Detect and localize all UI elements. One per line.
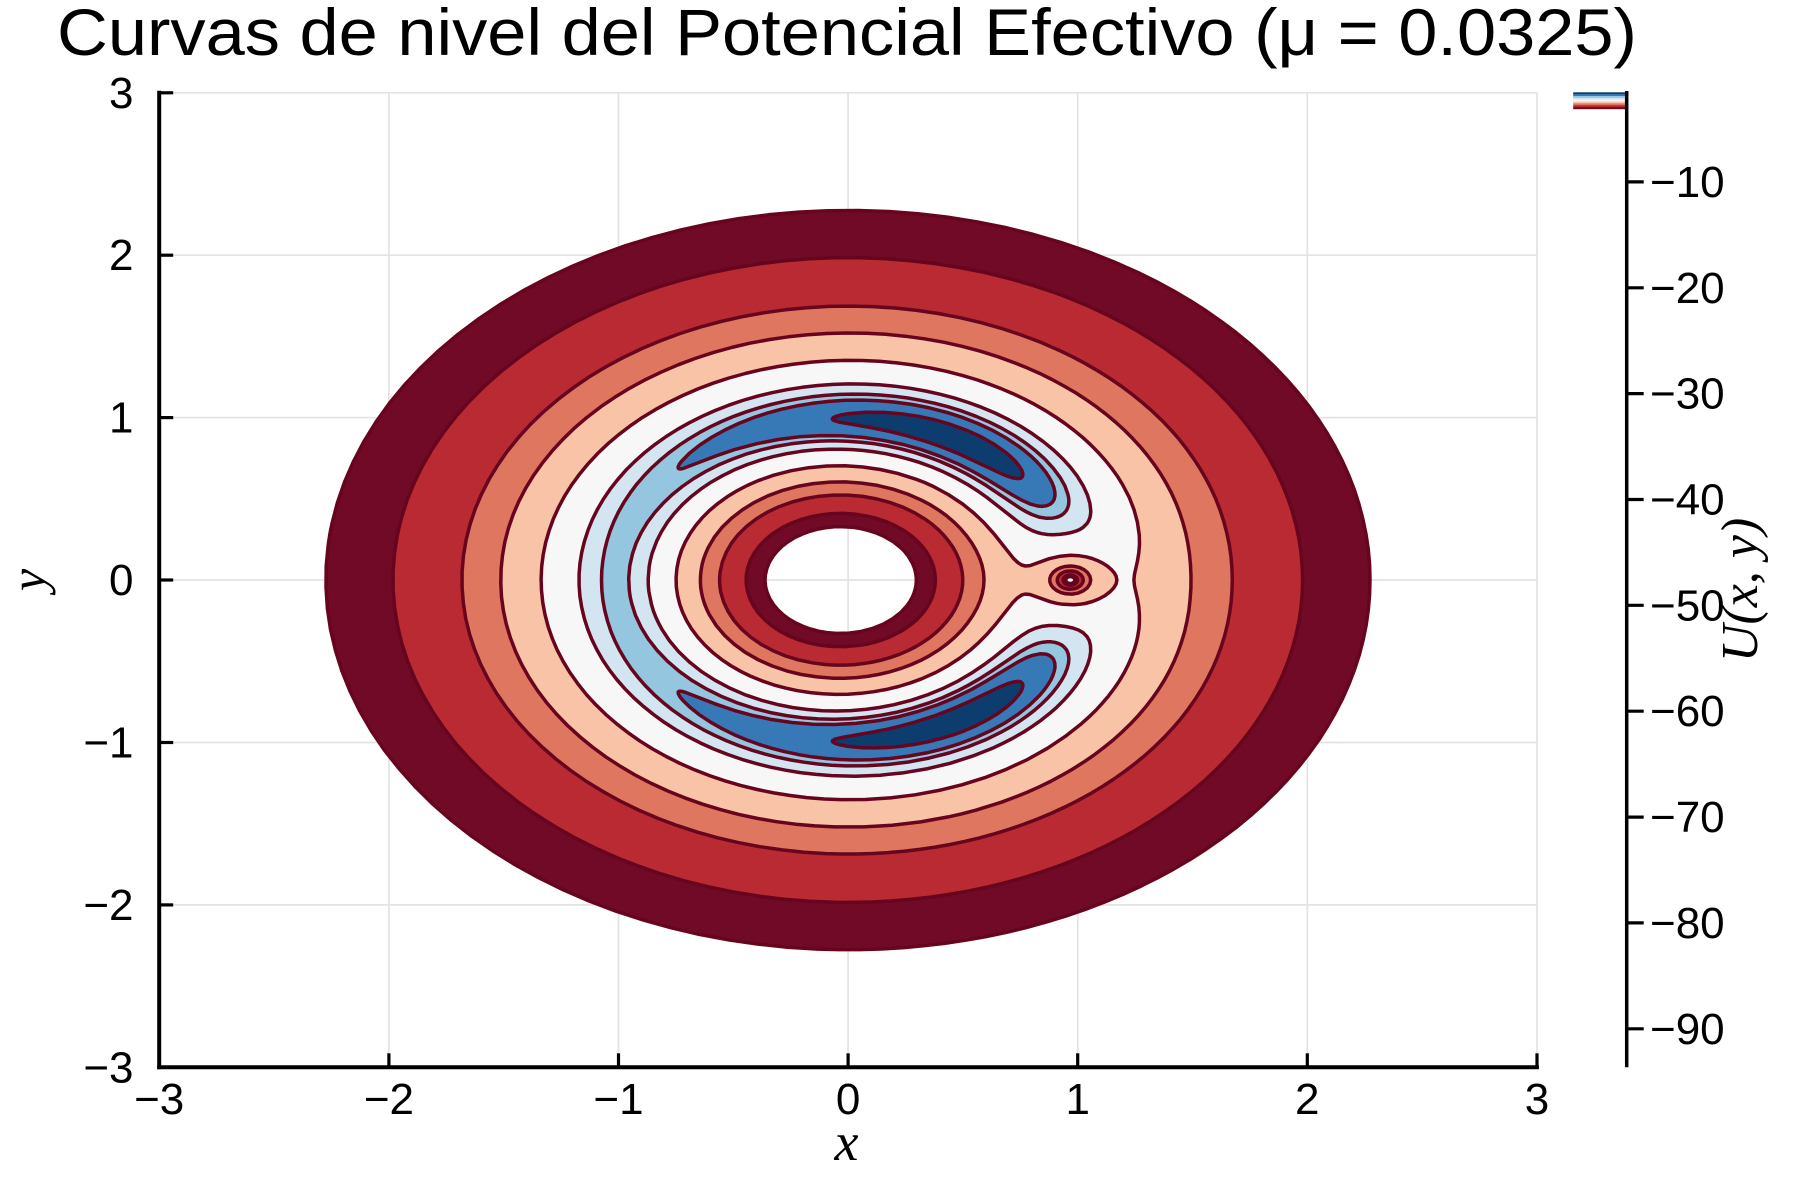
svg-text:−30: −30: [1650, 370, 1725, 419]
svg-text:3: 3: [109, 69, 133, 118]
svg-text:x: x: [834, 1112, 859, 1172]
svg-text:−2: −2: [83, 881, 133, 930]
svg-text:−70: −70: [1650, 793, 1725, 842]
svg-text:3: 3: [1525, 1075, 1549, 1124]
svg-text:U(x, y): U(x, y): [1712, 518, 1769, 662]
svg-text:Curvas de nivel del Potencial: Curvas de nivel del Potencial Efectivo (…: [57, 0, 1637, 69]
svg-text:−1: −1: [593, 1075, 643, 1124]
svg-text:−3: −3: [134, 1075, 184, 1124]
svg-text:−10: −10: [1650, 158, 1725, 207]
svg-text:2: 2: [109, 231, 133, 280]
svg-text:−2: −2: [364, 1075, 414, 1124]
svg-text:y: y: [0, 568, 56, 596]
svg-text:−20: −20: [1650, 264, 1725, 313]
svg-text:1: 1: [1065, 1075, 1089, 1124]
svg-text:0: 0: [109, 556, 133, 605]
svg-text:−1: −1: [83, 719, 133, 768]
svg-text:−40: −40: [1650, 476, 1725, 525]
svg-text:0: 0: [836, 1075, 860, 1124]
svg-text:−3: −3: [83, 1043, 133, 1092]
svg-text:1: 1: [109, 394, 133, 443]
svg-text:−60: −60: [1650, 687, 1725, 736]
svg-text:−80: −80: [1650, 899, 1725, 948]
svg-text:2: 2: [1295, 1075, 1319, 1124]
svg-text:−50: −50: [1650, 581, 1725, 630]
svg-text:−90: −90: [1650, 1005, 1725, 1054]
